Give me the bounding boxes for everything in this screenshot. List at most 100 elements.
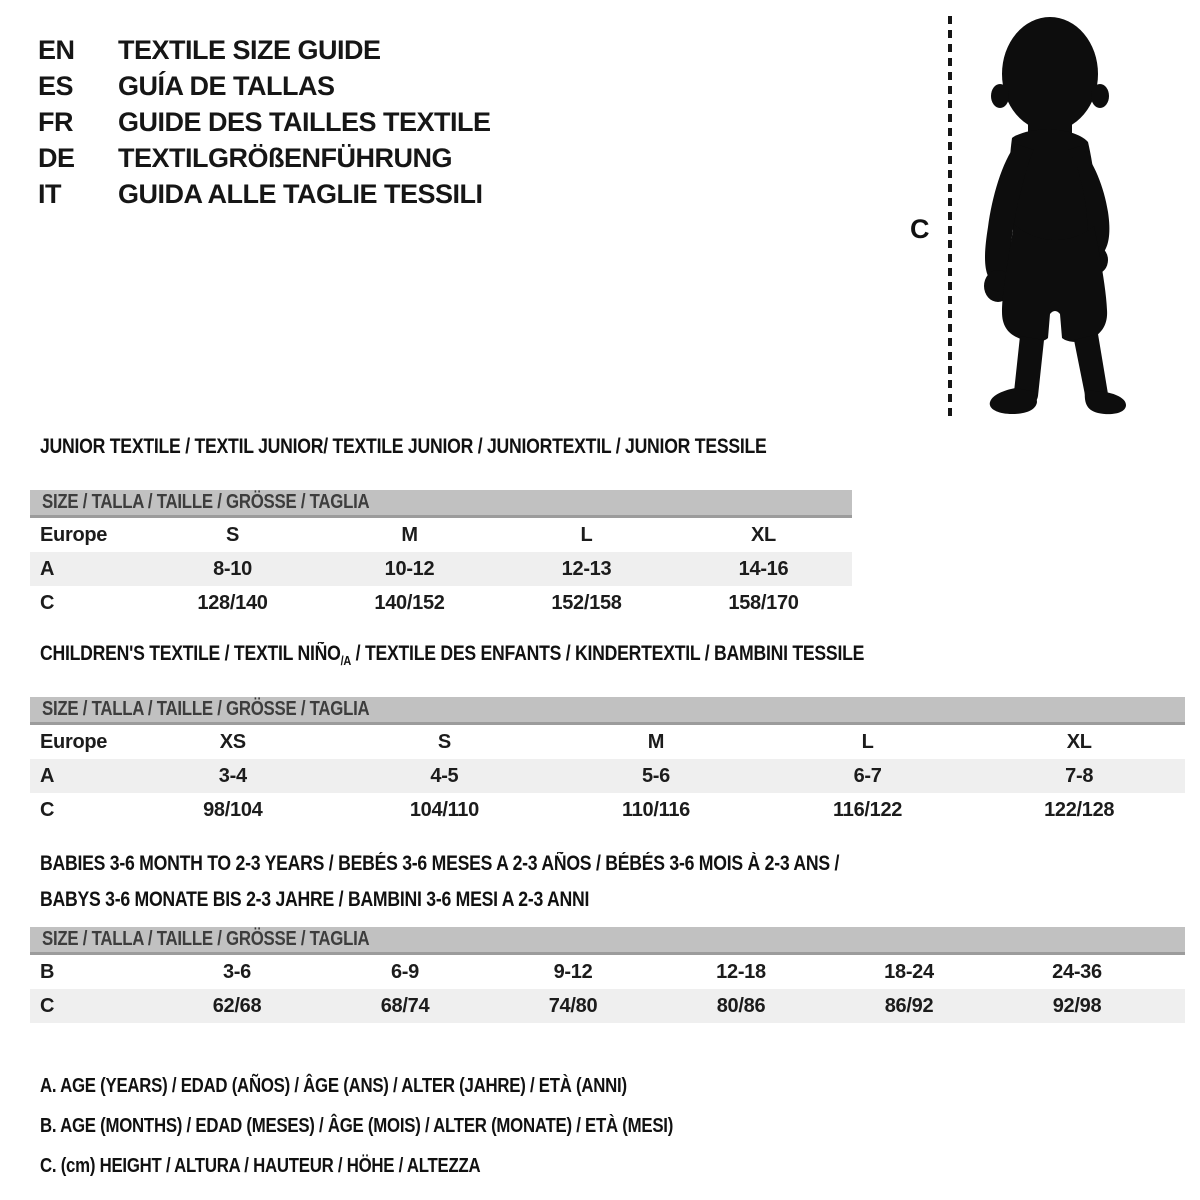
table-row: A 3-4 4-5 5-6 6-7 7-8 [30,759,1185,794]
table-cell: 14-16 [738,557,789,580]
table-cell: 98/104 [203,798,263,821]
table-row: Europe XS S M L XL [30,725,1185,759]
section-title-text: / TEXTILE DES ENFANTS / KINDERTEXTIL / B… [351,642,865,665]
table-cell: 7-8 [1065,764,1094,787]
table-cell: 62/68 [212,994,262,1017]
table-cell: S [437,730,451,753]
size-table-junior: Europe S M L XL A 8-10 10-12 12-13 14-16 C 128/140 1… [30,518,852,620]
table-cell: L [861,730,874,753]
table-cell: 116/122 [833,798,903,821]
table-row: Europe S M L XL [30,518,852,552]
lang-row-es: ES GUÍA DE TALLAS [38,68,491,104]
row-label: Europe [40,523,108,546]
table-cell: XL [1066,730,1092,753]
toddler-silhouette-icon [984,17,1126,415]
section-title-line1: BABIES 3-6 MONTH TO 2-3 YEARS / BEBÉS 3-… [40,852,840,875]
lang-row-fr: FR GUIDE DES TAILLES TEXTILE [38,104,491,140]
table-cell: 140/152 [374,591,445,614]
size-header-bar: SIZE / TALLA / TAILLE / GRÖSSE / TAGLIA [30,490,852,519]
table-cell: 12-18 [716,960,766,983]
table-cell: L [580,523,593,546]
table-cell: 6-9 [390,960,419,983]
table-cell: 74/80 [548,994,598,1017]
table-cell: 12-13 [561,557,612,580]
table-cell: M [401,523,418,546]
section-junior-textile: JUNIOR TEXTILE / TEXTIL JUNIOR/ TEXTILE … [30,436,852,620]
row-label: C [40,994,55,1017]
section-title-line2: BABYS 3-6 MONATE BIS 2-3 JAHRE / BAMBINI… [40,888,590,911]
table-cell: 104/110 [409,798,479,821]
row-label: C [40,798,55,821]
guide-title-it: GUIDA ALLE TAGLIE TESSILI [118,179,483,209]
table-cell: 128/140 [197,591,268,614]
section-title: JUNIOR TEXTILE / TEXTIL JUNIOR/ TEXTILE … [40,436,767,465]
table-row: C 98/104 104/110 110/116 116/122 122/128 [30,793,1185,827]
language-header: EN TEXTILE SIZE GUIDE ES GUÍA DE TALLAS … [38,32,491,212]
height-measure-label: C [910,214,930,244]
lang-code: FR [38,107,74,137]
row-label: C [40,591,55,614]
legend-line-a: A. AGE (YEARS) / EDAD (AÑOS) / ÂGE (ANS)… [40,1075,627,1097]
table-cell: 8-10 [213,557,252,580]
table-cell: XL [751,523,776,546]
table-cell: XS [219,730,246,753]
row-label: A [40,557,55,580]
table-cell: 5-6 [641,764,670,787]
lang-row-en: EN TEXTILE SIZE GUIDE [38,32,491,68]
legend-line-c: C. (cm) HEIGHT / ALTURA / HAUTEUR / HÖHE… [40,1155,481,1177]
height-measure-dashed-line [948,16,952,416]
guide-title-es: GUÍA DE TALLAS [118,71,335,101]
table-cell: 4-5 [430,764,459,787]
table-cell: 86/92 [884,994,934,1017]
table-cell: 3-6 [222,960,251,983]
row-label: Europe [40,730,108,753]
section-title-text: JUNIOR TEXTILE / TEXTIL JUNIOR/ TEXTILE … [40,435,767,458]
table-cell: 68/74 [380,994,430,1017]
table-cell: 158/170 [728,591,799,614]
lang-row-it: IT GUIDA ALLE TAGLIE TESSILI [38,176,491,212]
table-row: A 8-10 10-12 12-13 14-16 [30,552,852,587]
table-cell: S [225,523,240,546]
table-cell: 122/128 [1044,798,1115,821]
section-title: BABIES 3-6 MONTH TO 2-3 YEARS / BEBÉS 3-… [40,846,1002,918]
table-cell: 10-12 [384,557,435,580]
table-cell: 18-24 [884,960,934,983]
size-table-babies: B 3-6 6-9 9-12 12-18 18-24 24-36 C 62/68 68/74 74/… [30,955,1185,1023]
lang-code: EN [38,35,75,65]
size-header-bar: SIZE / TALLA / TAILLE / GRÖSSE / TAGLIA [30,697,1185,726]
table-cell: 3-4 [218,764,247,787]
guide-title-de: TEXTILGRÖßENFÜHRUNG [118,143,453,173]
lang-code: ES [38,71,74,101]
measure-legend: A. AGE (YEARS) / EDAD (AÑOS) / ÂGE (ANS)… [40,1066,794,1186]
table-row: B 3-6 6-9 9-12 12-18 18-24 24-36 [30,955,1185,989]
table-row: C 62/68 68/74 74/80 80/86 86/92 92/98 [30,989,1185,1023]
section-title: CHILDREN'S TEXTILE / TEXTIL NIÑO/A / TEX… [40,643,1002,672]
section-childrens-textile: CHILDREN'S TEXTILE / TEXTIL NIÑO/A / TEX… [30,643,1185,827]
section-babies-textile: BABIES 3-6 MONTH TO 2-3 YEARS / BEBÉS 3-… [30,846,1185,1023]
table-cell: 110/116 [621,798,690,821]
table-cell: 152/158 [551,591,622,614]
table-cell: 92/98 [1052,994,1102,1017]
size-header-label: SIZE / TALLA / TAILLE / GRÖSSE / TAGLIA [42,928,370,950]
table-cell: 6-7 [853,764,882,787]
guide-title-fr: GUIDE DES TAILLES TEXTILE [118,107,491,137]
lang-code: IT [38,179,62,209]
table-row: C 128/140 140/152 152/158 158/170 [30,586,852,620]
section-title-text: CHILDREN'S TEXTILE / TEXTIL NIÑO [40,642,341,665]
section-title-sub: /A [340,653,352,669]
table-cell: 80/86 [716,994,766,1017]
table-cell: M [647,730,665,753]
legend-line-b: B. AGE (MONTHS) / EDAD (MESES) / ÂGE (MO… [40,1115,674,1137]
size-header-label: SIZE / TALLA / TAILLE / GRÖSSE / TAGLIA [42,491,370,514]
guide-title-en: TEXTILE SIZE GUIDE [118,35,381,65]
size-header-bar: SIZE / TALLA / TAILLE / GRÖSSE / TAGLIA [30,927,1185,955]
size-header-label: SIZE / TALLA / TAILLE / GRÖSSE / TAGLIA [42,698,370,721]
row-label: B [40,960,55,983]
row-label: A [40,764,55,787]
lang-code: DE [38,143,75,173]
table-cell: 24-36 [1052,960,1102,983]
lang-row-de: DE TEXTILGRÖßENFÜHRUNG [38,140,491,176]
table-cell: 9-12 [553,960,593,983]
size-table-children: Europe XS S M L XL A 3-4 4-5 5-6 6-7 7-8 C 98/104 104/… [30,725,1185,827]
